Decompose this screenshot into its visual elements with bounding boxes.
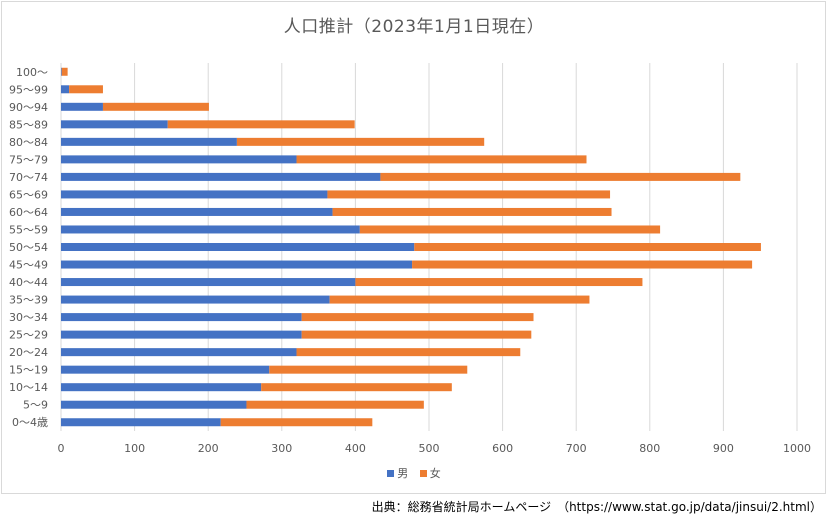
bar-female: [359, 225, 661, 234]
y-tick-label: 80〜84: [9, 136, 48, 149]
x-tick-label: 900: [713, 442, 734, 455]
y-tick-label: 90〜94: [9, 101, 48, 114]
bar-female: [167, 120, 355, 129]
legend-item-female: 女: [419, 465, 441, 481]
y-tick-label: 65〜69: [9, 188, 48, 201]
x-tick-label: 100: [124, 442, 145, 455]
y-tick-label: 85〜89: [9, 118, 48, 131]
bar-male: [61, 330, 302, 339]
legend-item-male: 男: [387, 465, 408, 481]
x-tick-label: 0: [58, 442, 65, 455]
x-tick-label: 200: [198, 442, 219, 455]
legend-swatch-male: [387, 469, 395, 477]
bar-female: [412, 260, 753, 269]
y-tick-label: 45〜49: [9, 259, 48, 272]
y-tick-label: 35〜39: [9, 294, 48, 307]
bar-female: [236, 137, 485, 146]
bar-male: [61, 243, 415, 251]
bar-female: [380, 172, 741, 181]
bar-male: [61, 67, 62, 76]
bar-female: [301, 330, 532, 339]
bar-female: [261, 383, 452, 392]
bar-male: [61, 225, 360, 234]
x-tick-label: 400: [345, 442, 366, 455]
y-tick-label: 20〜24: [9, 346, 48, 359]
bar-male: [61, 137, 237, 146]
bar-male: [61, 102, 103, 111]
bar-female: [220, 418, 373, 427]
y-tick-label: 75〜79: [9, 153, 48, 166]
bar-male: [61, 190, 328, 199]
legend-label-female: 女: [429, 467, 441, 480]
chart-title: 人口推計（2023年1月1日現在）: [283, 17, 545, 37]
bar-female: [332, 207, 612, 216]
bar-female: [102, 102, 209, 111]
legend-swatch-female: [419, 469, 427, 477]
x-tick-label: 600: [492, 442, 513, 455]
x-tick-label: 500: [419, 442, 440, 455]
bar-female: [301, 313, 534, 322]
y-tick-label: 0〜4歳: [12, 416, 48, 429]
y-tick-label: 55〜59: [9, 223, 48, 236]
bar-male: [61, 207, 333, 216]
bar-male: [61, 348, 297, 357]
bar-male: [61, 120, 168, 129]
y-tick-label: 5〜9: [23, 399, 48, 412]
bar-male: [61, 295, 330, 304]
x-tick-label: 700: [566, 442, 587, 455]
bar-female: [355, 278, 643, 287]
y-tick-label: 30〜34: [9, 311, 48, 324]
legend-label-male: 男: [397, 467, 409, 480]
y-tick-label: 60〜64: [9, 206, 48, 219]
y-tick-label: 100〜: [16, 66, 48, 79]
y-tick-label: 10〜14: [9, 381, 48, 394]
y-tick-label: 25〜29: [9, 329, 48, 342]
bar-male: [61, 313, 302, 322]
bar-male: [61, 278, 356, 287]
bar-female: [246, 400, 424, 409]
bar-male: [61, 400, 247, 409]
x-tick-label: 1000: [783, 442, 811, 455]
bar-female: [296, 155, 587, 164]
bar-male: [61, 172, 381, 181]
y-tick-label: 50〜54: [9, 241, 48, 254]
bar-female: [269, 365, 468, 374]
source-note: 出典：総務省統計局ホームページ （https://www.stat.go.jp/…: [371, 500, 822, 514]
bar-female: [61, 67, 68, 76]
bar-male: [61, 383, 262, 392]
bar-male: [61, 418, 221, 427]
y-tick-label: 70〜74: [9, 171, 48, 184]
y-tick-label: 95〜99: [9, 83, 48, 96]
bar-female: [414, 243, 761, 251]
bar-male: [61, 365, 270, 374]
bar-female: [329, 295, 590, 304]
y-tick-label: 15〜19: [9, 364, 48, 377]
y-tick-label: 40〜44: [9, 276, 48, 289]
bar-male: [61, 260, 413, 269]
bar-female: [69, 85, 103, 94]
chart-legend: 男 女: [0, 465, 828, 481]
bar-female: [327, 190, 611, 199]
bar-male: [61, 85, 70, 94]
x-tick-label: 300: [271, 442, 292, 455]
bar-male: [61, 155, 297, 164]
x-tick-label: 800: [639, 442, 660, 455]
bar-female: [296, 348, 521, 357]
